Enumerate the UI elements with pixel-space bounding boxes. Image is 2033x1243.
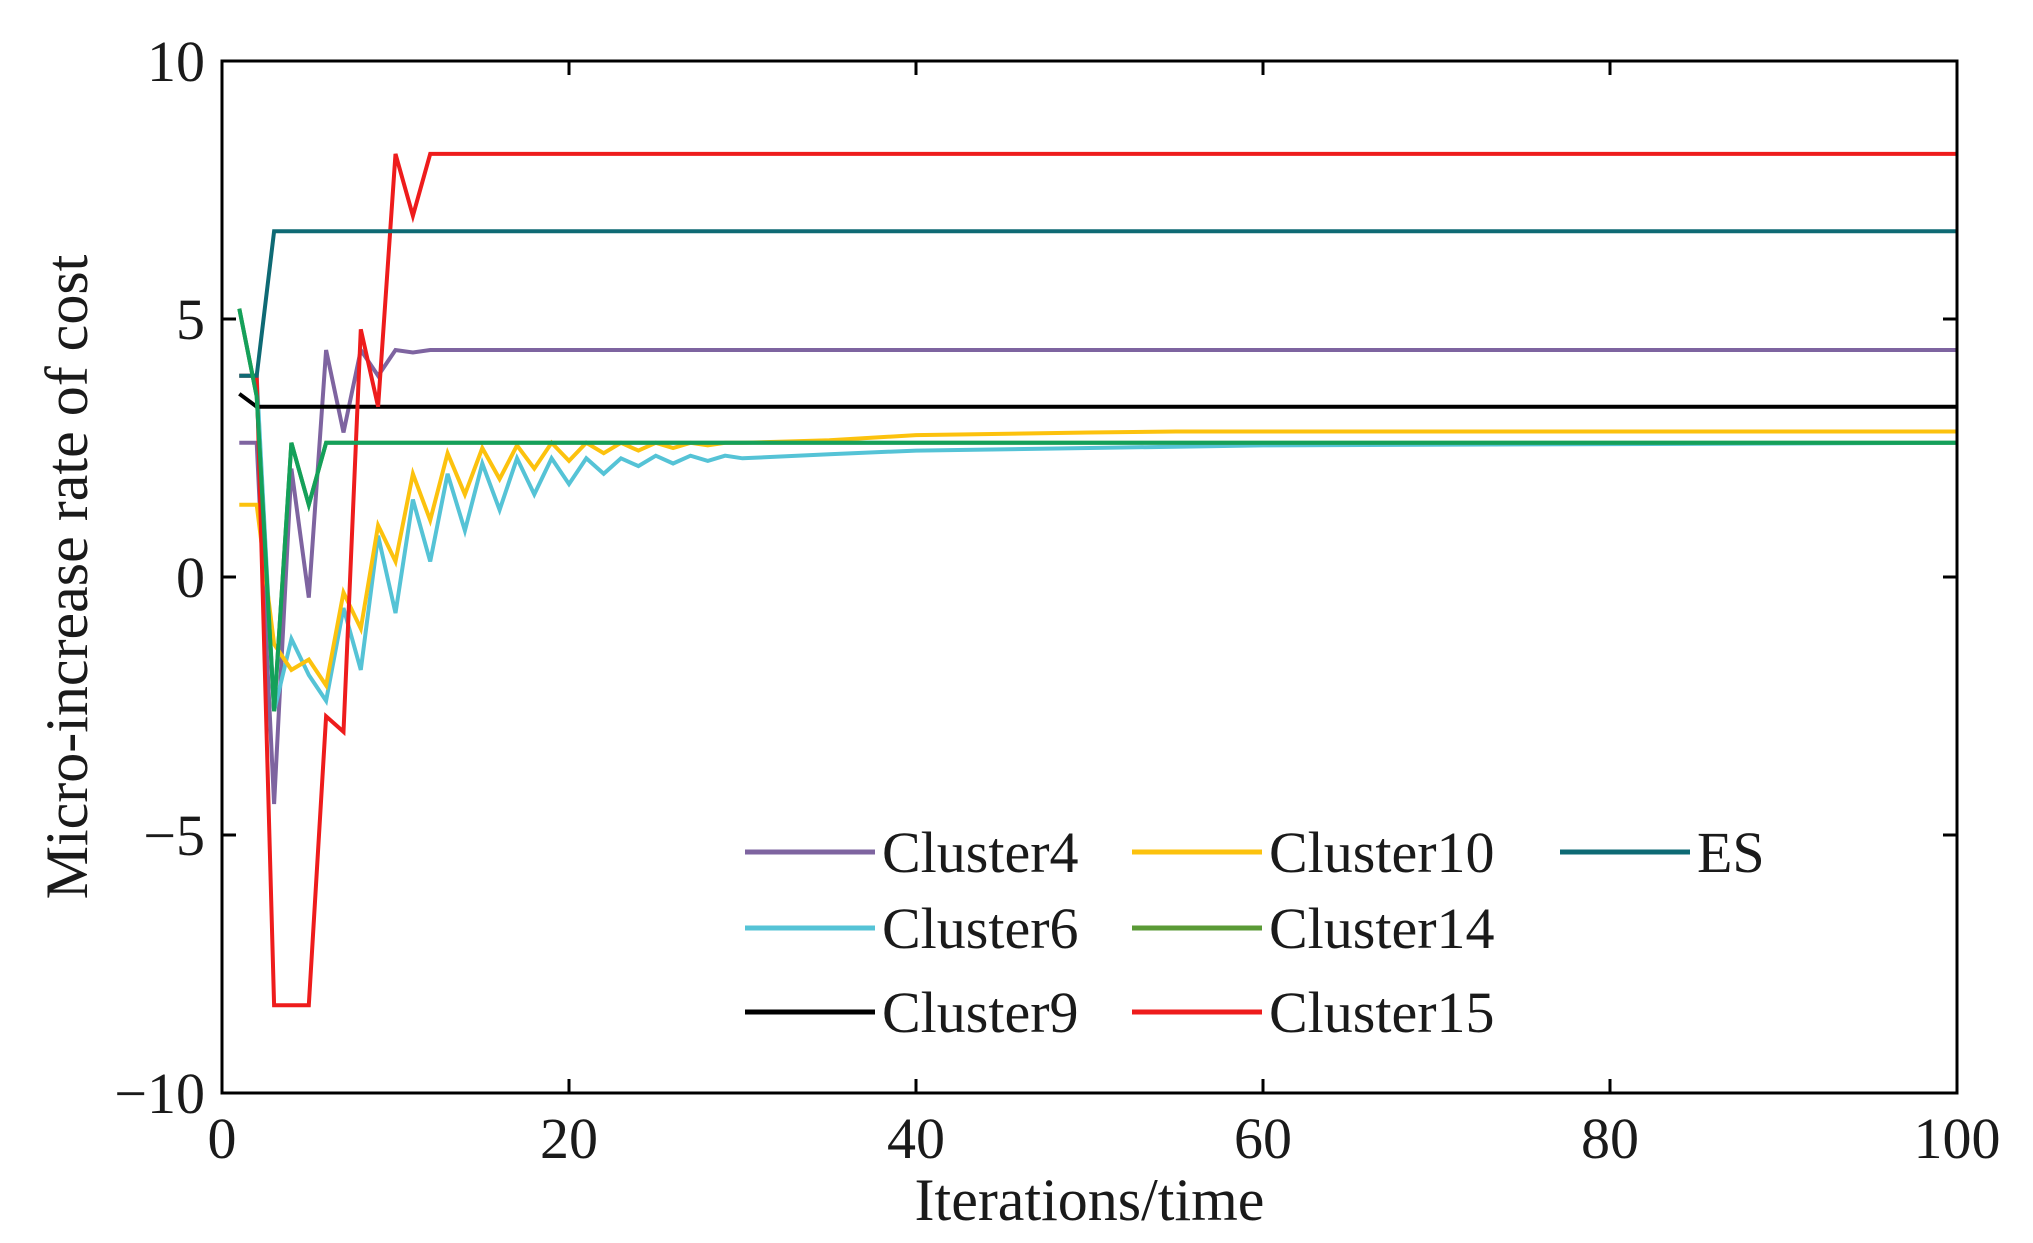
series-line-cluster15	[239, 151, 1957, 1008]
x-tick-label: 60	[1234, 1106, 1292, 1171]
legend-label-cluster14: Cluster14	[1269, 896, 1495, 961]
legend-label-cluster6: Cluster6	[882, 896, 1079, 961]
y-tick-label: 5	[176, 287, 205, 352]
x-tick-label: 0	[208, 1106, 237, 1171]
legend: Cluster4 Cluster6 Cluster9 Cluster10 Cluster…	[745, 820, 1765, 1045]
y-tick-label: 0	[176, 545, 205, 610]
y-axis-title: Micro-increase rate of cost	[34, 254, 100, 899]
series-line-cluster6	[239, 373, 1958, 712]
x-tick-label: 40	[887, 1106, 945, 1171]
series-line-cluster4	[239, 344, 1957, 805]
x-tick-label: 80	[1581, 1106, 1639, 1171]
legend-label-cluster4: Cluster4	[882, 820, 1079, 885]
y-tick-label: 10	[147, 29, 205, 94]
x-tick-label: 100	[1914, 1106, 2001, 1171]
legend-label-es: ES	[1697, 820, 1765, 885]
legend-label-cluster9: Cluster9	[882, 980, 1079, 1045]
legend-label-cluster10: Cluster10	[1269, 820, 1495, 885]
legend-label-cluster15: Cluster15	[1269, 980, 1495, 1045]
series-layer	[237, 151, 1958, 1008]
series-line-cluster9	[238, 392, 1957, 409]
axis-ticks: 0 20 40 60 80 100 −10 −5 0 5 10	[114, 29, 2000, 1171]
x-axis-title: Iterations/time	[915, 1167, 1265, 1233]
y-tick-label: −5	[143, 803, 205, 868]
series-overlay-line-1	[237, 308, 1957, 712]
y-tick-label: −10	[114, 1061, 205, 1126]
series-line-es	[239, 229, 1957, 378]
x-tick-label: 20	[540, 1106, 598, 1171]
